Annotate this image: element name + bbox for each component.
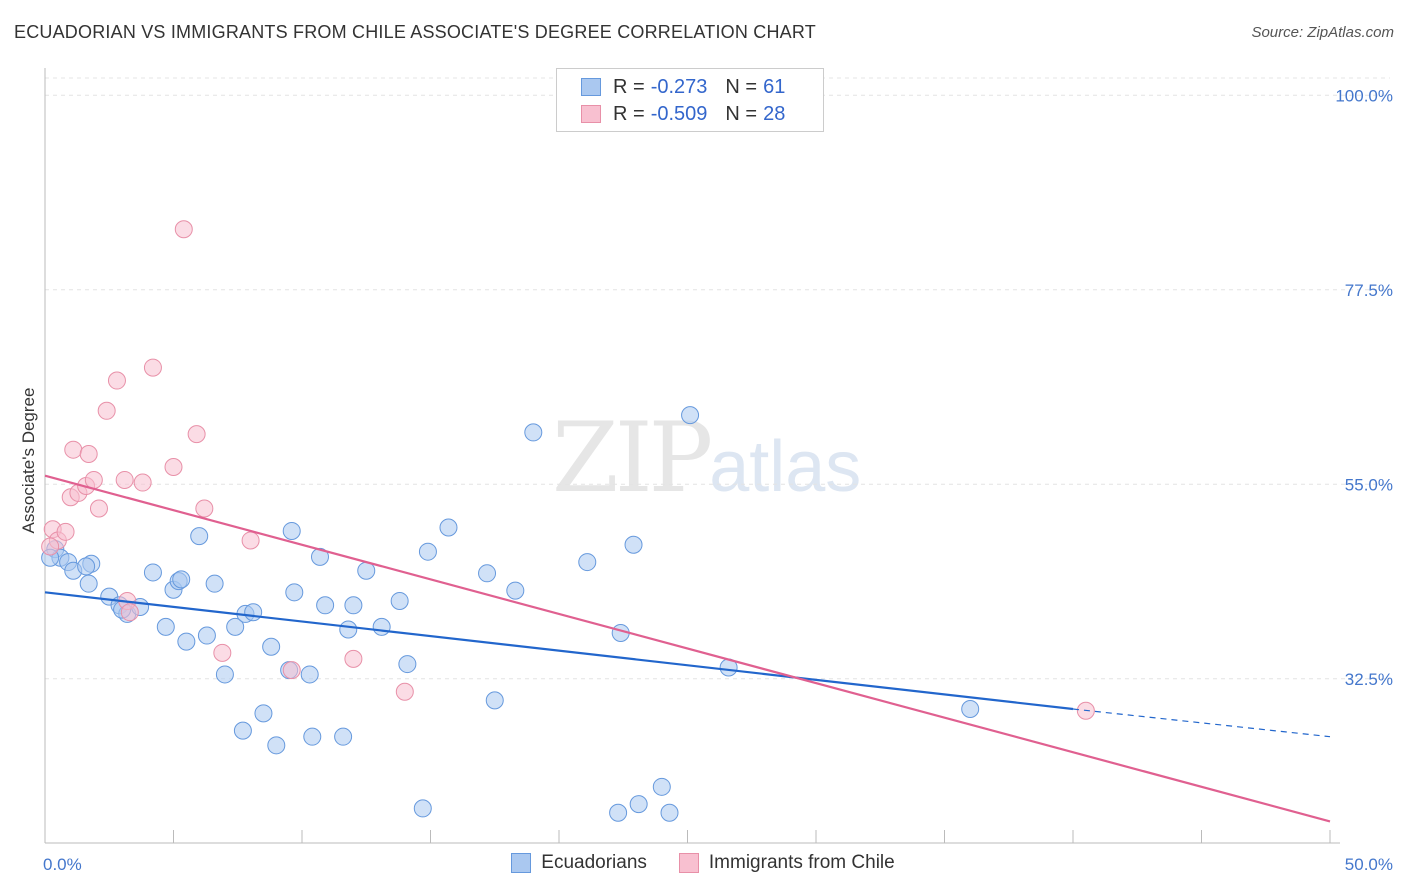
ecuadorian-trend-extension	[1072, 708, 1331, 738]
chile-point	[164, 457, 183, 476]
ecuadorian-point	[262, 637, 281, 656]
ecuadorian-point	[303, 727, 322, 746]
ecuadorian-point	[285, 583, 304, 602]
ecuadorian-point	[143, 563, 162, 582]
ecuadorian-point	[79, 574, 98, 593]
ecuadorian-point	[681, 406, 700, 425]
series-legend: Ecuadorians Immigrants from Chile	[0, 852, 1406, 874]
ecuadorian-point	[300, 665, 319, 684]
legend-n-value: 61	[763, 75, 786, 98]
legend-swatch-chile	[581, 105, 601, 123]
chile-point	[115, 470, 134, 489]
ecuadorian-point	[177, 632, 196, 651]
legend-item-ecuadorians[interactable]: Ecuadorians	[511, 852, 647, 874]
ecuadorian-point	[215, 665, 234, 684]
ecuadorian-point	[418, 542, 437, 561]
legend-row-ecuadorians: R = -0.273 N = 61	[581, 75, 785, 99]
ecuadorian-point	[413, 799, 432, 818]
ecuadorian-point	[372, 617, 391, 636]
chile-point	[120, 603, 139, 622]
y-axis-label: Associate's Degree	[19, 388, 38, 534]
legend-row-chile: R = -0.509 N = 28	[581, 102, 785, 126]
chile-point	[143, 358, 162, 377]
chile-point	[64, 440, 83, 459]
ecuadorian-point	[578, 553, 597, 572]
chile-point	[84, 470, 103, 489]
chile-point	[174, 220, 193, 239]
ecuadorian-point	[172, 570, 191, 589]
x-tick-label-min: 0.0%	[43, 855, 82, 874]
chile-point	[395, 682, 414, 701]
chile-point	[79, 445, 98, 464]
chile-point	[41, 537, 60, 556]
legend-r-value: -0.273	[650, 75, 708, 98]
ecuadorian-point	[310, 547, 329, 566]
ecuadorian-point	[334, 727, 353, 746]
chile-point	[213, 643, 232, 662]
ecuadorian-point	[524, 423, 543, 442]
legend-n-label: N =	[725, 75, 758, 98]
legend-r-value: -0.509	[650, 102, 708, 125]
chart-title: ECUADORIAN VS IMMIGRANTS FROM CHILE ASSO…	[14, 22, 816, 42]
ecuadorian-point	[652, 777, 671, 796]
ecuadorian-point	[233, 721, 252, 740]
ecuadorian-point	[226, 617, 245, 636]
chile-trend-line	[44, 474, 1331, 823]
watermark-atlas: atlas	[709, 427, 862, 507]
legend-item-chile[interactable]: Immigrants from Chile	[678, 852, 895, 874]
ecuadorian-point	[506, 581, 525, 600]
legend-swatch-ecuadorians	[581, 78, 601, 96]
legend-n-value: 28	[763, 102, 786, 125]
ecuadorian-trend-line	[44, 591, 1074, 711]
chile-point	[344, 649, 363, 668]
source-label: Source: ZipAtlas.com	[1251, 24, 1394, 41]
ecuadorian-point	[624, 535, 643, 554]
ecuadorian-point	[77, 557, 96, 576]
chile-point	[56, 522, 75, 541]
chile-point	[282, 661, 301, 680]
ecuadorian-point	[197, 626, 216, 645]
ecuadorian-point	[660, 803, 679, 822]
ecuadorian-point	[344, 596, 363, 615]
legend-swatch-ecuadorians	[511, 853, 532, 873]
ecuadorian-point	[244, 603, 263, 622]
y-tick-label: 77.5%	[1345, 281, 1393, 300]
legend-swatch-chile	[678, 853, 699, 873]
legend-n-label: N =	[725, 102, 758, 125]
ecuadorian-point	[629, 795, 648, 814]
chile-point	[187, 425, 206, 444]
chile-point	[107, 371, 126, 390]
y-tick-label: 32.5%	[1345, 670, 1393, 689]
ecuadorian-point	[254, 704, 273, 723]
ecuadorian-point	[485, 691, 504, 710]
ecuadorian-point	[156, 617, 175, 636]
ecuadorian-point	[282, 521, 301, 540]
legend-r-label: R =	[613, 102, 645, 125]
x-tick-label-max: 50.0%	[1345, 855, 1393, 874]
ecuadorian-point	[339, 620, 358, 639]
ecuadorian-point	[609, 803, 628, 822]
ecuadorian-point	[439, 518, 458, 537]
ecuadorian-point	[478, 564, 497, 583]
chile-point	[97, 401, 116, 420]
ecuadorian-point	[398, 655, 417, 674]
ecuadorian-point	[267, 736, 286, 755]
legend-label-chile: Immigrants from Chile	[708, 852, 895, 873]
correlation-legend: R = -0.273 N = 61 R = -0.509 N = 28	[556, 68, 824, 132]
y-tick-label: 100.0%	[1335, 86, 1393, 105]
legend-r-label: R =	[613, 75, 645, 98]
ecuadorian-point	[316, 596, 335, 615]
ecuadorian-point	[190, 527, 209, 546]
chile-point	[241, 531, 260, 550]
legend-label-ecuadorians: Ecuadorians	[541, 852, 647, 873]
chile-point	[195, 499, 214, 518]
chile-point	[89, 499, 108, 518]
ecuadorian-point	[390, 591, 409, 610]
ecuadorian-point	[961, 700, 980, 719]
chile-point	[133, 473, 152, 492]
y-tick-label: 55.0%	[1345, 475, 1393, 494]
ecuadorian-point	[205, 574, 224, 593]
